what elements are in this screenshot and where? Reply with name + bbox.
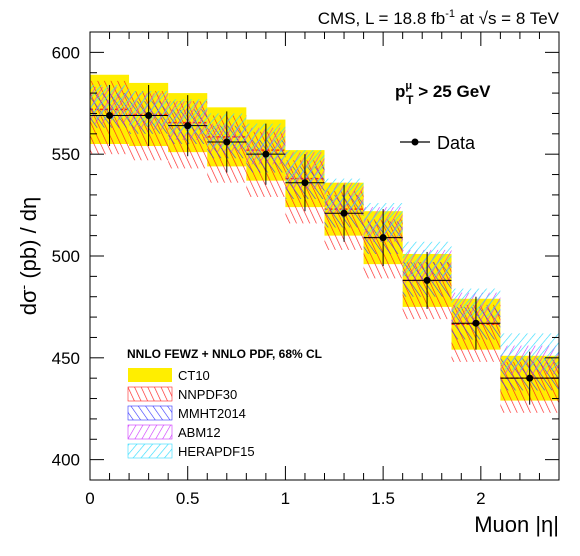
data-point bbox=[301, 179, 309, 187]
data-point bbox=[526, 374, 534, 382]
legend-label-herapdf15: HERAPDF15 bbox=[178, 444, 255, 459]
legend-swatch-herapdf15 bbox=[127, 443, 173, 459]
y-tick-label: 600 bbox=[52, 43, 80, 62]
x-tick-label: 0 bbox=[85, 489, 94, 508]
data-point bbox=[106, 111, 114, 119]
x-axis-label: Muon |η| bbox=[474, 512, 559, 537]
pdf-legend-title: NNLO FEWZ + NNLO PDF, 68% CL bbox=[127, 347, 322, 361]
pdf-legend: NNLO FEWZ + NNLO PDF, 68% CL CT10 NNPDF30… bbox=[127, 347, 322, 459]
kinematic-cut: pμ T > 25 GeV bbox=[395, 80, 491, 107]
y-tick-label: 400 bbox=[52, 451, 80, 470]
data-point bbox=[223, 138, 231, 146]
data-legend: Data bbox=[400, 133, 476, 153]
x-tick-label: 0.5 bbox=[176, 489, 200, 508]
y-axis-label: dσ- (pb) / dη bbox=[15, 197, 41, 316]
data-points bbox=[90, 84, 559, 405]
y-tick-label: 500 bbox=[52, 247, 80, 266]
pdf-legend-entries: CT10 NNPDF30 MMHT2014 ABM12 HERAPDF15 bbox=[127, 368, 255, 459]
y-tick-label: 550 bbox=[52, 145, 80, 164]
prediction-bands bbox=[90, 74, 559, 413]
data-point bbox=[379, 234, 387, 242]
legend-label-mmht2014: MMHT2014 bbox=[178, 406, 246, 421]
legend-swatch-nnpdf30 bbox=[127, 386, 173, 402]
legend-label-ct10: CT10 bbox=[178, 368, 210, 383]
legend-label-nnpdf30: NNPDF30 bbox=[178, 387, 237, 402]
legend-label-abm12: ABM12 bbox=[178, 425, 221, 440]
data-legend-marker bbox=[411, 138, 419, 146]
legend-swatch-ct10 bbox=[128, 368, 172, 382]
chart-header: CMS, L = 18.8 fb-1 at √s = 8 TeV bbox=[318, 8, 560, 28]
x-tick-label: 1 bbox=[281, 489, 290, 508]
data-point bbox=[262, 150, 270, 158]
legend-swatch-mmht2014 bbox=[127, 405, 173, 421]
y-tick-label: 450 bbox=[52, 349, 80, 368]
data-point bbox=[423, 276, 431, 284]
x-tick-label: 1.5 bbox=[371, 489, 395, 508]
x-tick-label: 2 bbox=[476, 489, 485, 508]
data-legend-label: Data bbox=[437, 133, 476, 153]
data-point bbox=[145, 111, 153, 119]
legend-swatch-abm12 bbox=[127, 424, 173, 440]
data-point bbox=[184, 122, 192, 130]
axes: 0 0.5 1 1.5 2 400 450 500 550 600 bbox=[52, 31, 560, 508]
data-point bbox=[472, 319, 480, 327]
data-point bbox=[340, 209, 348, 217]
